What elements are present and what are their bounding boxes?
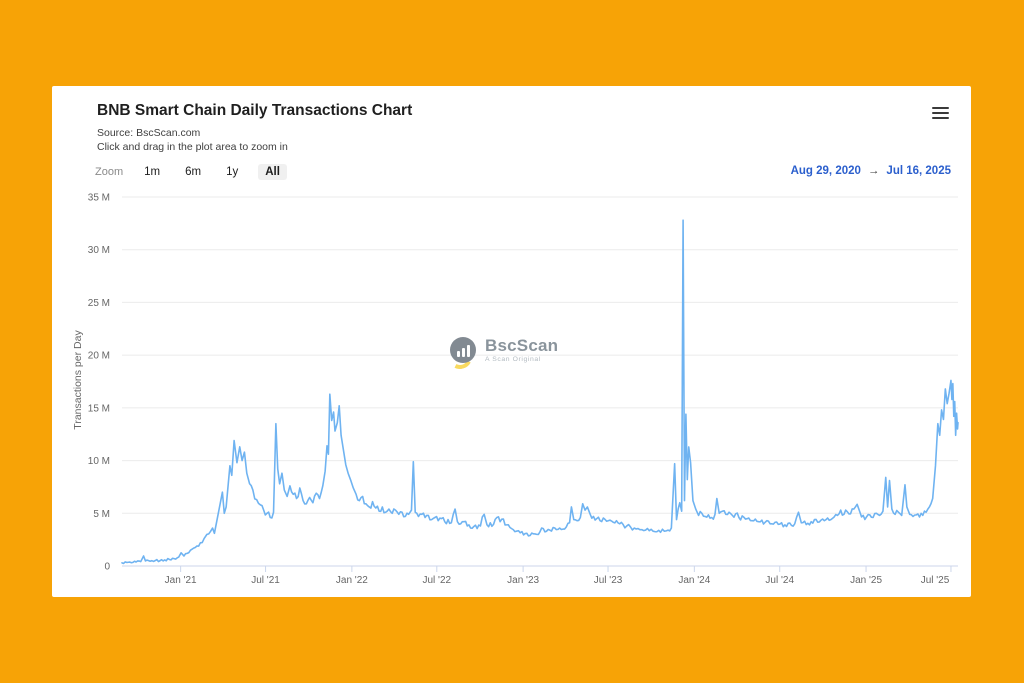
range-to-date[interactable]: Jul 16, 2025 — [886, 165, 951, 177]
svg-text:Jul '25: Jul '25 — [921, 575, 950, 586]
svg-text:35 M: 35 M — [88, 193, 110, 204]
svg-text:10 M: 10 M — [88, 456, 110, 467]
svg-text:5 M: 5 M — [93, 509, 110, 520]
svg-text:Jul '23: Jul '23 — [594, 575, 623, 586]
svg-text:25 M: 25 M — [88, 298, 110, 309]
svg-text:Jul '21: Jul '21 — [251, 575, 280, 586]
svg-text:20 M: 20 M — [88, 351, 110, 362]
grid-lines — [122, 196, 958, 514]
svg-text:0: 0 — [104, 562, 110, 573]
svg-text:Jan '22: Jan '22 — [336, 575, 368, 586]
y-axis-labels: 0 5 M 10 M 15 M 20 M 25 M 30 M 35 M — [88, 193, 111, 573]
zoom-6m-button[interactable]: 6m — [180, 164, 206, 180]
context-menu-button[interactable] — [929, 104, 951, 122]
chart-hint-subtitle: Click and drag in the plot area to zoom … — [97, 141, 288, 153]
svg-text:Jan '24: Jan '24 — [678, 575, 710, 586]
transactions-series-line — [121, 219, 959, 565]
svg-text:Jan '23: Jan '23 — [507, 575, 539, 586]
zoom-toolbar: Zoom 1m 6m 1y All — [95, 162, 302, 182]
svg-text:Jan '25: Jan '25 — [850, 575, 882, 586]
svg-text:Jul '22: Jul '22 — [422, 575, 451, 586]
zoom-all-button[interactable]: All — [258, 164, 287, 180]
svg-text:30 M: 30 M — [88, 245, 110, 256]
x-axis-labels: Jan '21 Jul '21 Jan '22 Jul '22 Jan '23 Jul '… — [165, 575, 950, 586]
zoom-1y-button[interactable]: 1y — [221, 164, 243, 180]
zoom-label: Zoom — [95, 166, 124, 178]
chart-card: BNB Smart Chain Daily Transactions Chart… — [52, 86, 971, 597]
svg-text:Jan '21: Jan '21 — [165, 575, 197, 586]
range-arrow-icon: → — [867, 165, 880, 177]
chart-source-subtitle: Source: BscScan.com — [97, 127, 201, 139]
hamburger-icon — [931, 106, 949, 120]
x-axis — [122, 565, 958, 572]
chart-plot-area[interactable]: 0 5 M 10 M 15 M 20 M 25 M 30 M 35 M Jan '21 Jul '… — [52, 86, 971, 597]
svg-text:15 M: 15 M — [88, 403, 110, 414]
range-from-date[interactable]: Aug 29, 2020 — [790, 165, 861, 177]
svg-text:Jul '24: Jul '24 — [765, 575, 794, 586]
chart-title: BNB Smart Chain Daily Transactions Chart — [97, 102, 413, 119]
zoom-1m-button[interactable]: 1m — [139, 164, 165, 180]
date-range-display: Aug 29, 2020 → Jul 16, 2025 — [791, 165, 951, 177]
